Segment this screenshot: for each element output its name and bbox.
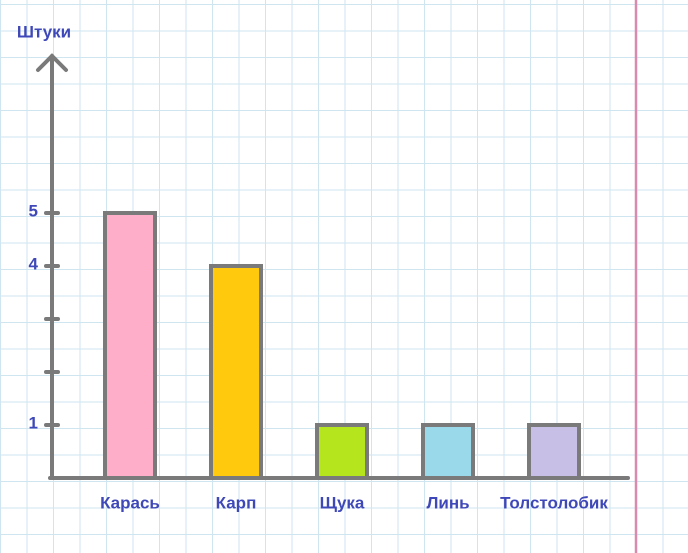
x-tick-label: Линь <box>426 493 469 512</box>
bar <box>421 423 475 480</box>
x-tick-label: Карась <box>100 493 160 512</box>
x-tick-label: Толстолобик <box>500 493 608 512</box>
y-tick-label: 5 <box>29 201 38 220</box>
x-tick-label: Карп <box>216 493 257 512</box>
bar <box>315 423 369 480</box>
y-axis-label: Штуки <box>17 22 71 41</box>
x-tick-label: Щука <box>320 493 365 512</box>
bar <box>527 423 581 480</box>
y-tick-label: 1 <box>29 413 38 432</box>
bar <box>103 211 157 480</box>
bar <box>209 264 263 480</box>
y-tick-label: 4 <box>29 254 39 273</box>
